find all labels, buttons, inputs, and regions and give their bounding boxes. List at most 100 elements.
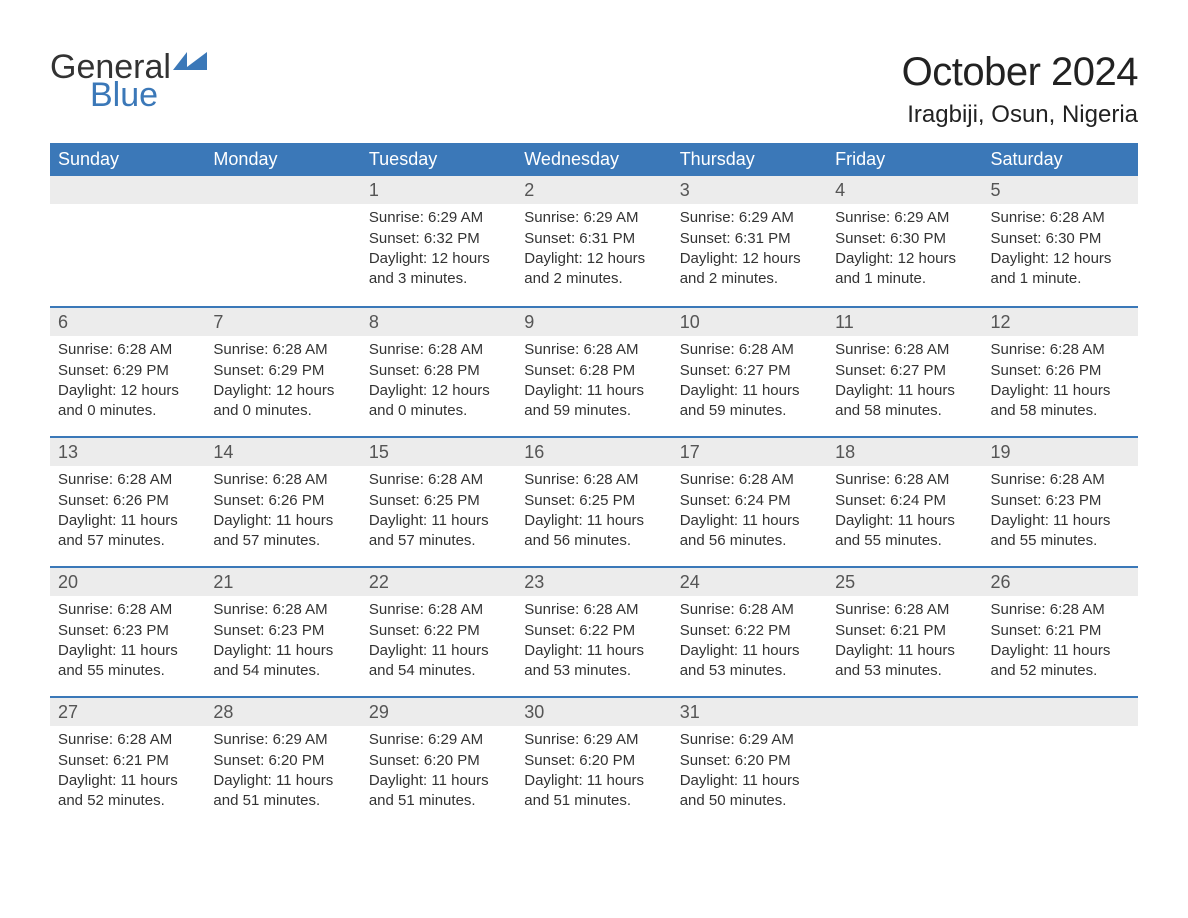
weekday-cell: Thursday: [672, 143, 827, 176]
sunrise-line: Sunrise: 6:29 AM: [680, 208, 819, 228]
daylight-line: Daylight: 11 hours and 59 minutes.: [524, 381, 663, 422]
day-content: Sunrise: 6:28 AMSunset: 6:29 PMDaylight:…: [58, 340, 197, 421]
calendar-day: 30Sunrise: 6:29 AMSunset: 6:20 PMDayligh…: [516, 698, 671, 826]
daylight-line: Daylight: 12 hours and 2 minutes.: [680, 249, 819, 290]
day-content: Sunrise: 6:28 AMSunset: 6:21 PMDaylight:…: [835, 600, 974, 681]
day-content: Sunrise: 6:28 AMSunset: 6:30 PMDaylight:…: [991, 208, 1130, 289]
sunrise-line: Sunrise: 6:28 AM: [369, 470, 508, 490]
day-content: Sunrise: 6:28 AMSunset: 6:27 PMDaylight:…: [680, 340, 819, 421]
day-content: Sunrise: 6:29 AMSunset: 6:31 PMDaylight:…: [680, 208, 819, 289]
day-content: Sunrise: 6:29 AMSunset: 6:20 PMDaylight:…: [213, 730, 352, 811]
weekday-cell: Monday: [205, 143, 360, 176]
day-content: Sunrise: 6:28 AMSunset: 6:22 PMDaylight:…: [680, 600, 819, 681]
calendar-day: 6Sunrise: 6:28 AMSunset: 6:29 PMDaylight…: [50, 308, 205, 436]
sunrise-line: Sunrise: 6:28 AM: [991, 470, 1130, 490]
sunrise-line: Sunrise: 6:29 AM: [213, 730, 352, 750]
sunset-line: Sunset: 6:21 PM: [835, 621, 974, 641]
logo-word-2: Blue: [90, 78, 207, 112]
sunset-line: Sunset: 6:31 PM: [680, 229, 819, 249]
calendar-day: 31Sunrise: 6:29 AMSunset: 6:20 PMDayligh…: [672, 698, 827, 826]
day-content: Sunrise: 6:28 AMSunset: 6:23 PMDaylight:…: [58, 600, 197, 681]
sunset-line: Sunset: 6:28 PM: [369, 361, 508, 381]
sunrise-line: Sunrise: 6:28 AM: [58, 470, 197, 490]
day-number: 26: [983, 568, 1138, 596]
calendar-day: 10Sunrise: 6:28 AMSunset: 6:27 PMDayligh…: [672, 308, 827, 436]
location-subtitle: Iragbiji, Osun, Nigeria: [902, 101, 1138, 129]
sunset-line: Sunset: 6:26 PM: [213, 491, 352, 511]
sunrise-line: Sunrise: 6:28 AM: [369, 600, 508, 620]
day-content: Sunrise: 6:28 AMSunset: 6:29 PMDaylight:…: [213, 340, 352, 421]
day-content: Sunrise: 6:28 AMSunset: 6:21 PMDaylight:…: [991, 600, 1130, 681]
sunset-line: Sunset: 6:20 PM: [213, 751, 352, 771]
sunset-line: Sunset: 6:20 PM: [369, 751, 508, 771]
day-content: Sunrise: 6:29 AMSunset: 6:31 PMDaylight:…: [524, 208, 663, 289]
sunrise-line: Sunrise: 6:28 AM: [213, 340, 352, 360]
daylight-line: Daylight: 11 hours and 55 minutes.: [835, 511, 974, 552]
daylight-line: Daylight: 11 hours and 57 minutes.: [58, 511, 197, 552]
sunrise-line: Sunrise: 6:29 AM: [524, 208, 663, 228]
day-content: Sunrise: 6:28 AMSunset: 6:22 PMDaylight:…: [369, 600, 508, 681]
day-content: Sunrise: 6:29 AMSunset: 6:20 PMDaylight:…: [369, 730, 508, 811]
sunrise-line: Sunrise: 6:29 AM: [369, 208, 508, 228]
day-number: 3: [672, 176, 827, 204]
day-number: .: [205, 176, 360, 204]
calendar-day: 12Sunrise: 6:28 AMSunset: 6:26 PMDayligh…: [983, 308, 1138, 436]
day-number: .: [827, 698, 982, 726]
sunrise-line: Sunrise: 6:28 AM: [991, 600, 1130, 620]
daylight-line: Daylight: 11 hours and 59 minutes.: [680, 381, 819, 422]
sunset-line: Sunset: 6:25 PM: [524, 491, 663, 511]
daylight-line: Daylight: 11 hours and 58 minutes.: [991, 381, 1130, 422]
brand-logo: General Blue: [50, 50, 207, 112]
daylight-line: Daylight: 11 hours and 50 minutes.: [680, 771, 819, 812]
day-content: Sunrise: 6:28 AMSunset: 6:21 PMDaylight:…: [58, 730, 197, 811]
daylight-line: Daylight: 11 hours and 51 minutes.: [524, 771, 663, 812]
day-number: 28: [205, 698, 360, 726]
day-content: Sunrise: 6:28 AMSunset: 6:24 PMDaylight:…: [835, 470, 974, 551]
daylight-line: Daylight: 11 hours and 54 minutes.: [369, 641, 508, 682]
sunrise-line: Sunrise: 6:28 AM: [58, 730, 197, 750]
sunset-line: Sunset: 6:30 PM: [991, 229, 1130, 249]
calendar-day: 29 Sunrise: 6:29 AMSunset: 6:20 PMDayligh…: [361, 698, 516, 826]
title-block: October 2024 Iragbiji, Osun, Nigeria: [902, 50, 1138, 129]
day-number: 18: [827, 438, 982, 466]
day-content: Sunrise: 6:28 AMSunset: 6:22 PMDaylight:…: [524, 600, 663, 681]
day-number: 1: [361, 176, 516, 204]
day-content: Sunrise: 6:29 AMSunset: 6:32 PMDaylight:…: [369, 208, 508, 289]
day-content: Sunrise: 6:28 AMSunset: 6:28 PMDaylight:…: [369, 340, 508, 421]
sunset-line: Sunset: 6:32 PM: [369, 229, 508, 249]
calendar-day: 25Sunrise: 6:28 AMSunset: 6:21 PMDayligh…: [827, 568, 982, 696]
day-number: 17: [672, 438, 827, 466]
calendar-day: 28 Sunrise: 6:29 AMSunset: 6:20 PMDayligh…: [205, 698, 360, 826]
day-content: Sunrise: 6:29 AMSunset: 6:30 PMDaylight:…: [835, 208, 974, 289]
calendar-day: 27Sunrise: 6:28 AMSunset: 6:21 PMDayligh…: [50, 698, 205, 826]
calendar-day: .: [983, 698, 1138, 826]
day-number: 11: [827, 308, 982, 336]
calendar-week: ..1Sunrise: 6:29 AMSunset: 6:32 PMDaylig…: [50, 176, 1138, 306]
day-number: 24: [672, 568, 827, 596]
day-number: 19: [983, 438, 1138, 466]
sunset-line: Sunset: 6:20 PM: [524, 751, 663, 771]
calendar-grid: ..1Sunrise: 6:29 AMSunset: 6:32 PMDaylig…: [50, 176, 1138, 826]
weekday-cell: Saturday: [983, 143, 1138, 176]
sunset-line: Sunset: 6:21 PM: [991, 621, 1130, 641]
calendar-day: 18 Sunrise: 6:28 AMSunset: 6:24 PMDayligh…: [827, 438, 982, 566]
sunset-line: Sunset: 6:31 PM: [524, 229, 663, 249]
calendar-day: 7Sunrise: 6:28 AMSunset: 6:29 PMDaylight…: [205, 308, 360, 436]
calendar-day: .: [50, 176, 205, 306]
day-number: 29: [361, 698, 516, 726]
daylight-line: Daylight: 11 hours and 53 minutes.: [835, 641, 974, 682]
day-number: 15: [361, 438, 516, 466]
day-number: 16: [516, 438, 671, 466]
sunset-line: Sunset: 6:23 PM: [58, 621, 197, 641]
sunset-line: Sunset: 6:22 PM: [524, 621, 663, 641]
calendar-day: 26 Sunrise: 6:28 AMSunset: 6:21 PMDayligh…: [983, 568, 1138, 696]
sunset-line: Sunset: 6:26 PM: [58, 491, 197, 511]
daylight-line: Daylight: 11 hours and 56 minutes.: [524, 511, 663, 552]
calendar-day: 16Sunrise: 6:28 AMSunset: 6:25 PMDayligh…: [516, 438, 671, 566]
sunset-line: Sunset: 6:23 PM: [213, 621, 352, 641]
daylight-line: Daylight: 12 hours and 0 minutes.: [369, 381, 508, 422]
sunset-line: Sunset: 6:23 PM: [991, 491, 1130, 511]
day-number: 20: [50, 568, 205, 596]
day-content: Sunrise: 6:28 AMSunset: 6:28 PMDaylight:…: [524, 340, 663, 421]
sunrise-line: Sunrise: 6:28 AM: [213, 600, 352, 620]
